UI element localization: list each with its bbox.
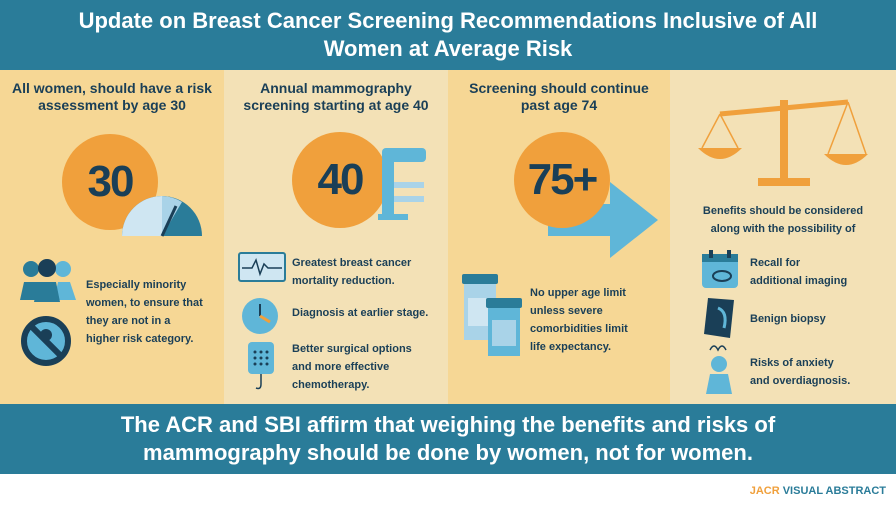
title-line: Screening should continue: [469, 80, 649, 96]
text-line: No upper age limit: [530, 287, 626, 299]
clock-icon: [242, 298, 278, 334]
title-line: Annual mammography: [260, 80, 412, 96]
anxiety-person-icon: [706, 345, 732, 394]
title-line: assessment by age 30: [38, 97, 186, 113]
iv-drip-icon: [248, 342, 274, 390]
column-annual-mammography: Annual mammography screening starting at…: [224, 70, 448, 404]
text-line: Risks of anxiety: [750, 357, 834, 369]
title-line: past age 74: [520, 97, 598, 113]
heart-monitor-icon: [238, 252, 286, 282]
text-line: women, to ensure that: [86, 297, 203, 309]
text-line: unless severe: [530, 305, 603, 317]
minority-text: Especially minority women, to ensure tha…: [86, 276, 203, 348]
text-line: Benign biopsy: [750, 313, 826, 325]
text-line: higher risk category.: [86, 333, 194, 345]
no-sign-icon: [21, 316, 71, 366]
text-line: they are not in a: [86, 315, 171, 327]
column-risk-assessment: All women, should have a risk assessment…: [0, 70, 224, 404]
age-75-circle: 75+: [514, 132, 610, 228]
column-benefits-risks: Benefits should be considered along with…: [670, 70, 896, 404]
text-line: life expectancy.: [530, 341, 612, 353]
text-line: mortality reduction.: [292, 275, 395, 287]
text-line: and more effective: [292, 361, 390, 373]
brand-rest: VISUAL ABSTRACT: [779, 485, 886, 497]
text-line: Better surgical options: [292, 343, 412, 355]
footer-line1: The ACR and SBI affirm that weighing the…: [120, 412, 776, 437]
column-title: Screening should continue past age 74: [448, 80, 670, 114]
benefit-early-diagnosis: Diagnosis at earlier stage.: [292, 304, 428, 322]
age-30-circle: 30: [62, 134, 158, 230]
text-line: chemotherapy.: [292, 379, 370, 391]
benefit-mortality: Greatest breast cancer mortality reducti…: [292, 254, 411, 290]
text-line: Diagnosis at earlier stage.: [292, 307, 429, 319]
benefit-surgical-options: Better surgical options and more effecti…: [292, 340, 412, 394]
people-icon: [20, 259, 76, 302]
text-line: additional imaging: [750, 275, 848, 287]
scale-icon: [698, 99, 868, 186]
header-title-line1: Update on Breast Cancer Screening Recomm…: [78, 8, 818, 33]
footer-banner: The ACR and SBI affirm that weighing the…: [0, 404, 896, 474]
risk-benign-biopsy: Benign biopsy: [750, 310, 826, 328]
arrow-right-icon: [548, 182, 658, 258]
jacr-visual-abstract-logo: JACR VISUAL ABSTRACT: [750, 485, 886, 497]
biopsy-icon: [704, 298, 734, 338]
title-line: All women, should have a risk: [12, 80, 212, 96]
intro-text: Benefits should be considered along with…: [670, 202, 896, 238]
column-continue-screening: Screening should continue past age 74 75…: [448, 70, 670, 404]
calendar-icon: [702, 250, 738, 288]
text-line: Greatest breast cancer: [292, 257, 412, 269]
header-banner: Update on Breast Cancer Screening Recomm…: [0, 0, 896, 70]
text-line: Recall for: [750, 257, 801, 269]
column-title: Annual mammography screening starting at…: [224, 80, 448, 114]
pill-bottles-icon: [462, 274, 522, 356]
mammography-machine-icon: [378, 148, 426, 220]
text-line: comorbidities limit: [530, 323, 628, 335]
gauge-icon: [122, 196, 202, 237]
no-age-limit-text: No upper age limit unless severe comorbi…: [530, 284, 628, 356]
title-line: screening starting at age 40: [243, 97, 429, 113]
text-line: Benefits should be considered: [702, 205, 864, 217]
risk-anxiety: Risks of anxiety and overdiagnosis.: [750, 354, 850, 390]
risk-recall: Recall for additional imaging: [750, 254, 847, 290]
column-title: All women, should have a risk assessment…: [0, 80, 224, 114]
text-line: Especially minority: [86, 279, 187, 291]
age-40-circle: 40: [292, 132, 388, 228]
footer-line2: mammography should be done by women, not…: [143, 440, 753, 465]
text-line: along with the possibility of: [710, 223, 856, 235]
text-line: and overdiagnosis.: [750, 375, 851, 387]
brand-jacr: JACR: [749, 485, 780, 497]
header-title-line2: Women at Average Risk: [323, 36, 573, 61]
